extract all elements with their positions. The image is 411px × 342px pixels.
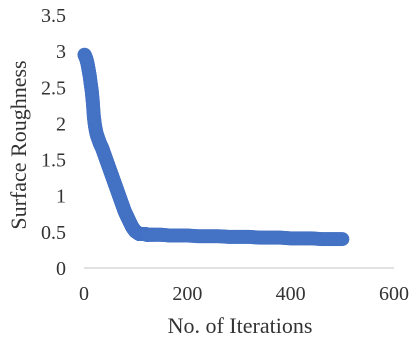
x-tick-label: 600 — [379, 283, 409, 305]
y-tick-label: 3 — [56, 41, 66, 63]
x-tick-label: 200 — [172, 283, 202, 305]
y-tick-label: 2.5 — [41, 77, 66, 99]
y-tick-label: 1 — [56, 186, 66, 208]
y-axis-ticks: 0 0.5 1 1.5 2 2.5 3 3.5 — [41, 5, 66, 280]
y-tick-label: 1.5 — [41, 150, 66, 172]
y-tick-label: 3.5 — [41, 5, 66, 27]
y-axis-title: Surface Roughness — [6, 60, 31, 229]
data-points — [77, 47, 350, 247]
y-tick-label: 0.5 — [41, 222, 66, 244]
y-tick-label: 0 — [56, 258, 66, 280]
data-point — [335, 232, 350, 247]
y-tick-label: 2 — [56, 113, 66, 135]
x-tick-label: 400 — [276, 283, 306, 305]
x-tick-label: 0 — [79, 283, 89, 305]
x-axis-title: No. of Iterations — [168, 313, 313, 338]
x-axis-ticks: 0 200 400 600 — [79, 283, 409, 305]
